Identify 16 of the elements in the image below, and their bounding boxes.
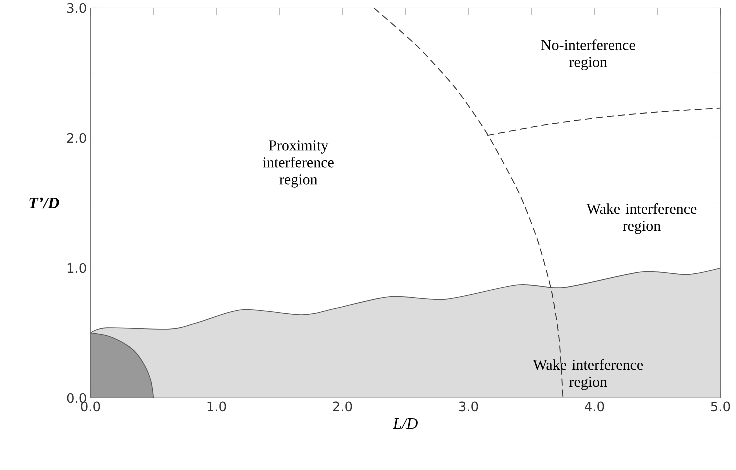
annotation: Wake interference region (533, 360, 644, 390)
x-tick-label: 4.0 (585, 402, 604, 412)
y-tick-label: 3.0 (68, 3, 86, 14)
annotation: No-interference region (541, 40, 636, 71)
annotation: Wake interference region (586, 204, 697, 234)
annotation: Proximity interference region (263, 140, 334, 188)
x-tick-label: 5.0 (711, 402, 730, 412)
x-tick-label: 3.0 (459, 402, 478, 412)
x-tick-label: 0.0 (81, 402, 100, 412)
y-tick-label: 0.0 (67, 393, 86, 404)
y-tick-label: 2.0 (67, 133, 86, 144)
y-axis-title: T’/D (30, 198, 60, 209)
x-tick-label: 2.0 (333, 402, 352, 412)
x-tick-label: 1.0 (208, 402, 226, 412)
x-axis-title: L/D (393, 418, 418, 430)
y-tick-label: 1.0 (68, 263, 86, 274)
